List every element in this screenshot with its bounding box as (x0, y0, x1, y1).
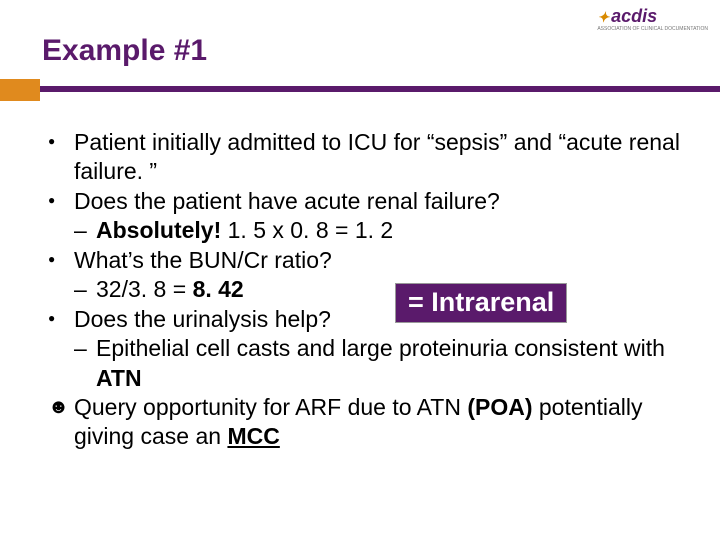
sub-text: Absolutely! 1. 5 x 0. 8 = 1. 2 (96, 216, 393, 245)
brand-logo: ✦acdis ASSOCIATION OF CLINICAL DOCUMENTA… (597, 6, 708, 32)
bullet-text: Query opportunity for ARF due to ATN (PO… (74, 393, 690, 452)
emphasis: ATN (96, 365, 142, 391)
bullet-icon: ● (48, 305, 74, 331)
sub-pre: Epithelial cell casts and large proteinu… (96, 335, 665, 361)
divider-line (40, 86, 720, 92)
bullet-text: Does the patient have acute renal failur… (74, 187, 500, 216)
dash-icon: – (74, 334, 96, 393)
logo-text: acdis (611, 6, 657, 26)
smiley-icon: ☻ (48, 393, 74, 421)
bullet-icon: ● (48, 128, 74, 154)
emphasis: Absolutely! (96, 217, 221, 243)
emphasis: 8. 42 (193, 276, 244, 302)
slide-body: ● Patient initially admitted to ICU for … (48, 128, 690, 452)
bullet-text: Does the urinalysis help? (74, 305, 331, 334)
sub-text: 32/3. 8 = 8. 42 (96, 275, 244, 304)
dash-icon: – (74, 216, 96, 245)
dash-icon: – (74, 275, 96, 304)
list-sub-item: – 32/3. 8 = 8. 42 (48, 275, 690, 304)
sub-pre: 32/3. 8 = (96, 276, 193, 302)
bullet-icon: ● (48, 187, 74, 213)
logo-icon: ✦ (597, 9, 609, 26)
logo-subtitle: ASSOCIATION OF CLINICAL DOCUMENTATION (597, 27, 708, 32)
slide-title: Example #1 (42, 34, 207, 68)
sub-text: Epithelial cell casts and large proteinu… (96, 334, 690, 393)
list-item: ☻ Query opportunity for ARF due to ATN (… (48, 393, 690, 452)
emphasis-underline: MCC (227, 423, 279, 449)
list-item: ● Does the patient have acute renal fail… (48, 187, 690, 216)
bullet-text: What’s the BUN/Cr ratio? (74, 246, 332, 275)
list-item: ● Does the urinalysis help? (48, 305, 690, 334)
list-item: ● What’s the BUN/Cr ratio? (48, 246, 690, 275)
b5-pre: Query opportunity for ARF due to ATN (74, 394, 467, 420)
bullet-icon: ● (48, 246, 74, 272)
callout-box: = Intrarenal (395, 283, 567, 323)
list-sub-item: – Epithelial cell casts and large protei… (48, 334, 690, 393)
list-item: ● Patient initially admitted to ICU for … (48, 128, 690, 187)
emphasis: (POA) (467, 394, 532, 420)
accent-bar (0, 79, 40, 101)
bullet-text: Patient initially admitted to ICU for “s… (74, 128, 690, 187)
list-sub-item: – Absolutely! 1. 5 x 0. 8 = 1. 2 (48, 216, 690, 245)
sub-rest: 1. 5 x 0. 8 = 1. 2 (221, 217, 393, 243)
